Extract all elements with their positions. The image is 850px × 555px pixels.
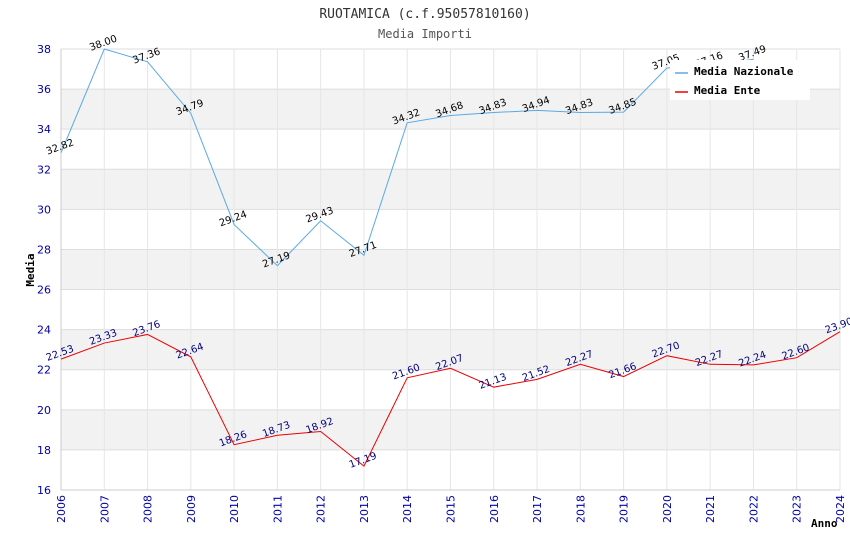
y-axis-label: Media bbox=[24, 253, 37, 286]
y-tick-label: 18 bbox=[37, 444, 51, 457]
legend-label-nazionale: Media Nazionale bbox=[694, 65, 794, 78]
chart-title: RUOTAMICA (c.f.95057810160) bbox=[319, 7, 530, 22]
y-tick-label: 26 bbox=[37, 284, 51, 297]
series-line-ente bbox=[60, 331, 841, 467]
y-tick-label: 20 bbox=[37, 404, 51, 417]
y-tick-label: 30 bbox=[37, 203, 51, 216]
y-tick-label: 38 bbox=[37, 43, 51, 56]
legend-box bbox=[670, 60, 810, 100]
x-tick-label: 2014 bbox=[401, 495, 414, 523]
x-tick-label: 2017 bbox=[531, 495, 544, 523]
series-line-nazionale bbox=[60, 48, 754, 267]
x-tick-label: 2010 bbox=[228, 495, 241, 523]
x-tick-label: 2020 bbox=[661, 495, 674, 523]
legend: Media Nazionale Media Ente bbox=[670, 60, 810, 100]
series-lines bbox=[60, 48, 841, 467]
x-tick-label: 2021 bbox=[704, 495, 717, 523]
x-tick-label: 2022 bbox=[747, 495, 760, 523]
x-axis-label: Anno bbox=[811, 517, 838, 530]
x-tick-label: 2016 bbox=[488, 495, 501, 523]
y-tick-label: 16 bbox=[37, 484, 51, 497]
legend-label-ente: Media Ente bbox=[694, 84, 761, 97]
x-tick-label: 2009 bbox=[185, 495, 198, 523]
chart-subtitle: Media Importi bbox=[378, 27, 472, 41]
x-tick-label: 2023 bbox=[791, 495, 804, 523]
x-tick-label: 2015 bbox=[445, 495, 458, 523]
y-tick-label: 22 bbox=[37, 364, 51, 377]
x-tick-label: 2013 bbox=[358, 495, 371, 523]
y-tick-label: 32 bbox=[37, 163, 51, 176]
x-tick-label: 2019 bbox=[618, 495, 631, 523]
x-tick-label: 2012 bbox=[315, 495, 328, 523]
x-tick-label: 2007 bbox=[98, 495, 111, 523]
y-tick-label: 28 bbox=[37, 243, 51, 256]
x-tick-label: 2008 bbox=[142, 495, 155, 523]
y-ticks: 16 18 20 22 24 26 28 30 32 34 36 38 bbox=[37, 43, 51, 497]
axes bbox=[60, 49, 840, 491]
y-tick-label: 24 bbox=[37, 324, 51, 337]
y-tick-label: 34 bbox=[37, 123, 51, 136]
x-tick-label: 2011 bbox=[271, 495, 284, 523]
x-tick-label: 2018 bbox=[574, 495, 587, 523]
x-tick-label: 2006 bbox=[55, 495, 68, 523]
x-tick-label: 2024 bbox=[834, 495, 847, 523]
x-ticks: 2006 2007 2008 2009 2010 2011 2012 2013 2014 2015… bbox=[55, 495, 847, 523]
y-tick-label: 36 bbox=[37, 83, 51, 96]
